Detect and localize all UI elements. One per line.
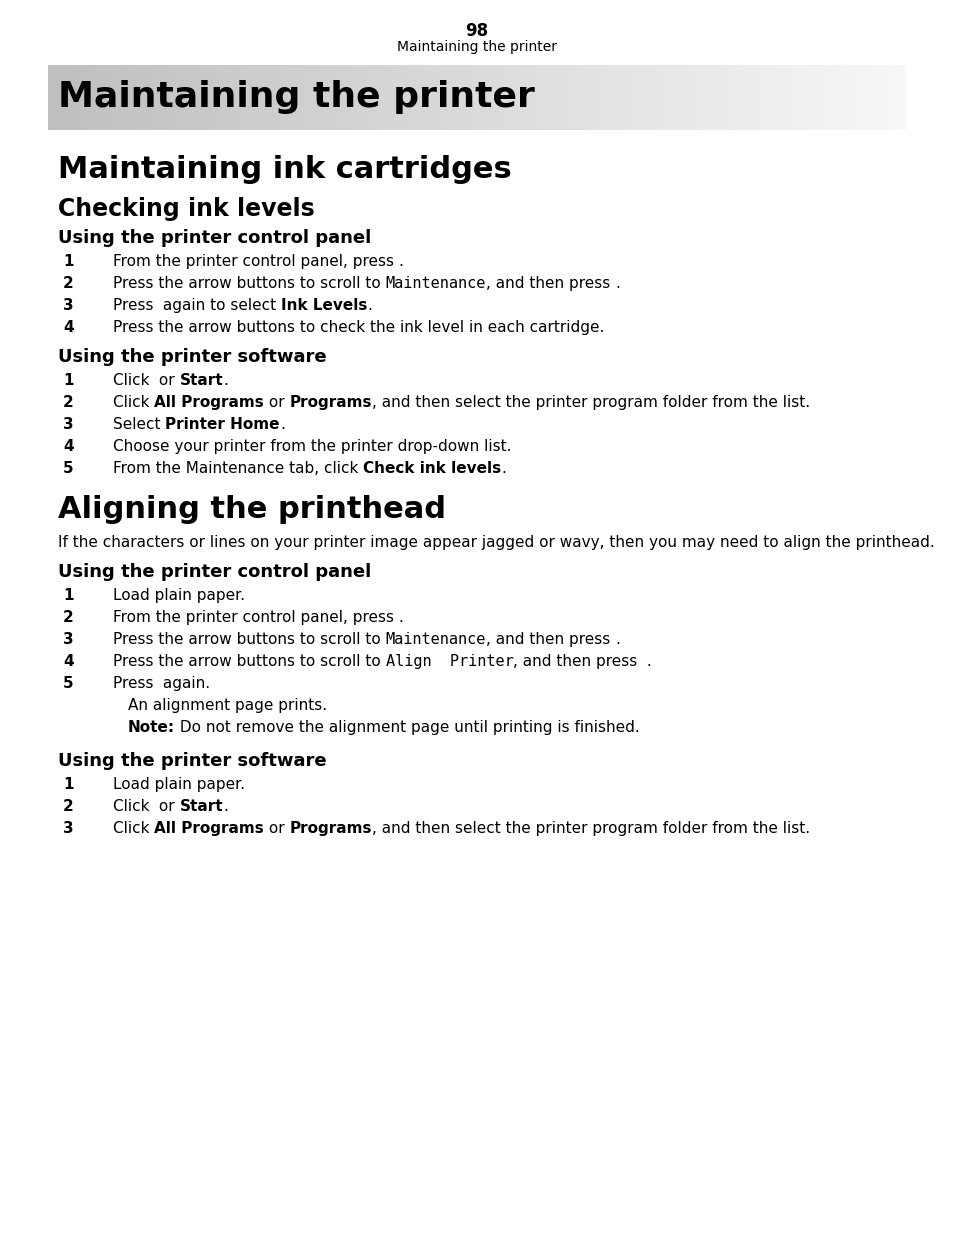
Text: .: . [223,799,228,814]
Text: All Programs: All Programs [154,821,264,836]
Text: From the Maintenance tab, click: From the Maintenance tab, click [112,461,363,475]
Text: , and then press: , and then press [485,632,615,647]
Text: Printer Home: Printer Home [165,417,279,432]
Text: 2: 2 [63,610,73,625]
Text: , and then select the printer program folder from the list.: , and then select the printer program fo… [372,395,809,410]
Text: 3: 3 [63,298,73,312]
Text: From the printer control panel, press: From the printer control panel, press [112,610,398,625]
Text: 5: 5 [63,676,73,692]
Text: 3: 3 [63,632,73,647]
Text: 2: 2 [63,275,73,291]
Text: Press: Press [112,298,158,312]
Text: .: . [615,632,619,647]
Text: Press the arrow buttons to scroll to: Press the arrow buttons to scroll to [112,655,385,669]
Text: Using the printer software: Using the printer software [58,752,326,769]
Text: Check ink levels: Check ink levels [363,461,501,475]
Text: 1: 1 [63,254,73,269]
Text: 1: 1 [63,588,73,603]
Text: From the printer control panel, press: From the printer control panel, press [112,254,398,269]
Text: Click: Click [112,821,154,836]
Text: , and then select the printer program folder from the list.: , and then select the printer program fo… [372,821,809,836]
Text: Aligning the printhead: Aligning the printhead [58,495,446,524]
Bar [48,65,905,130]
Text: Start: Start [180,373,223,388]
Text: .: . [367,298,373,312]
Text: An alignment page prints.: An alignment page prints. [128,698,327,713]
Text: .: . [615,275,619,291]
Text: Start: Start [180,799,223,814]
Text: 3: 3 [63,417,73,432]
Text: Checking ink levels: Checking ink levels [58,198,314,221]
Text: Press the arrow buttons to check the ink level in each cartridge.: Press the arrow buttons to check the ink… [112,320,604,335]
Text: Note:: Note: [128,720,175,735]
Text: .: . [398,610,403,625]
Text: Using the printer control panel: Using the printer control panel [58,563,371,580]
Text: 3: 3 [63,821,73,836]
Text: or: or [264,395,290,410]
Text: Click: Click [112,395,154,410]
Text: , and then press: , and then press [513,655,641,669]
Text: 98: 98 [465,22,488,40]
Text: Load plain paper.: Load plain paper. [112,588,245,603]
Text: , and then press: , and then press [485,275,615,291]
Text: Load plain paper.: Load plain paper. [112,777,245,792]
Text: Ink Levels: Ink Levels [281,298,367,312]
Text: Do not remove the alignment page until printing is finished.: Do not remove the alignment page until p… [175,720,639,735]
Text: Click: Click [112,373,154,388]
Text: Maintaining the printer: Maintaining the printer [396,40,557,54]
Text: .: . [223,373,228,388]
Text: Click: Click [112,799,154,814]
Text: or: or [154,799,180,814]
Text: Programs: Programs [290,821,372,836]
Text: Press the arrow buttons to scroll to: Press the arrow buttons to scroll to [112,632,385,647]
Text: Maintenance: Maintenance [385,632,485,647]
Text: Press the arrow buttons to scroll to: Press the arrow buttons to scroll to [112,275,385,291]
Text: 5: 5 [63,461,73,475]
Text: Press: Press [112,676,158,692]
Text: .: . [279,417,284,432]
Text: .: . [641,655,652,669]
Text: again to select: again to select [158,298,281,312]
Text: Maintenance: Maintenance [385,275,485,291]
Text: Using the printer software: Using the printer software [58,348,326,366]
Text: If the characters or lines on your printer image appear jagged or wavy, then you: If the characters or lines on your print… [58,535,934,550]
Text: 4: 4 [63,438,73,454]
Text: or: or [154,373,180,388]
Text: Using the printer control panel: Using the printer control panel [58,228,371,247]
Text: Choose your printer from the printer drop-down list.: Choose your printer from the printer dro… [112,438,511,454]
Text: .: . [398,254,403,269]
Text: 2: 2 [63,395,73,410]
Text: Select: Select [112,417,165,432]
Text: or: or [264,821,290,836]
Text: again.: again. [158,676,211,692]
Text: 1: 1 [63,373,73,388]
Text: Programs: Programs [290,395,372,410]
Text: Align  Printer: Align Printer [385,655,513,669]
Text: 4: 4 [63,320,73,335]
Text: Maintaining ink cartridges: Maintaining ink cartridges [58,156,511,184]
Text: 1: 1 [63,777,73,792]
Text: Maintaining the printer: Maintaining the printer [58,80,535,115]
Text: 2: 2 [63,799,73,814]
Text: All Programs: All Programs [154,395,264,410]
Text: 4: 4 [63,655,73,669]
Text: .: . [501,461,506,475]
